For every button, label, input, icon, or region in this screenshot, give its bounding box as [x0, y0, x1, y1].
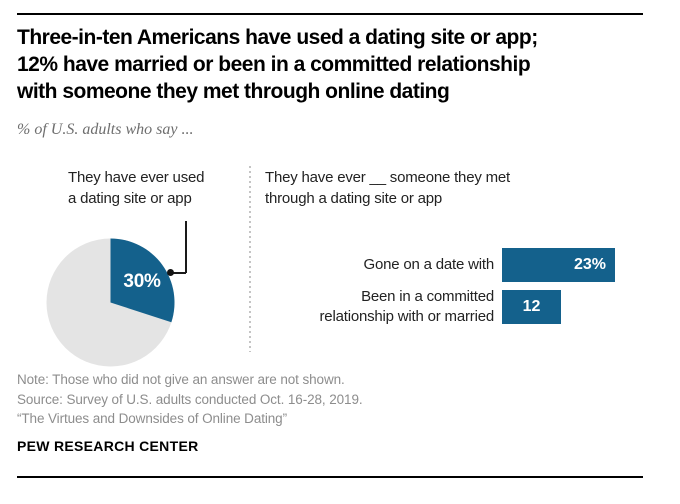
title-line-2: 12% have married or been in a committed …	[17, 53, 531, 76]
title-line-3: with someone they met through online dat…	[17, 80, 450, 103]
title-line-1: Three-in-ten Americans have used a datin…	[17, 26, 538, 49]
pie-header-line-2: a dating site or app	[68, 190, 192, 207]
pie-chart	[46, 238, 175, 367]
chart-subtitle: % of U.S. adults who say ...	[17, 121, 194, 138]
report-title-line: “The Virtues and Downsides of Online Dat…	[17, 411, 287, 426]
source-line: Source: Survey of U.S. adults conducted …	[17, 391, 363, 407]
bar-header-line-2: through a dating site or app	[265, 190, 443, 207]
bar-value-label: 12	[522, 298, 541, 315]
top-rule	[17, 13, 643, 15]
pew-research-center-wordmark: PEW RESEARCH CENTER	[17, 438, 199, 454]
chart-title: Three-in-ten Americans have used a datin…	[17, 24, 662, 105]
bar-value-label: 23%	[573, 256, 606, 273]
bar-category-label: Gone on a date with	[250, 248, 495, 282]
pie-slice	[110, 238, 175, 323]
bar-category-line: Gone on a date with	[363, 256, 495, 273]
bar-category-line: relationship with or married	[319, 308, 495, 325]
bar-committed-married: 12	[502, 290, 561, 324]
pie-panel-header: They have ever used a dating site or app	[68, 167, 278, 209]
bar-category-line: Been in a committed	[361, 288, 494, 305]
pie-header-line-1: They have ever used	[68, 169, 205, 186]
bar-category-label: Been in a committed relationship with or…	[250, 288, 495, 325]
footnotes: Note: Those who did not give an answer a…	[17, 370, 363, 429]
callout-dot-icon	[167, 269, 174, 276]
pie-value-label: 30%	[123, 271, 161, 292]
callout-vertical-line	[185, 221, 187, 273]
dotted-divider	[249, 166, 251, 352]
callout-horizontal-line	[172, 272, 186, 274]
bar-gone-on-date: 23%	[502, 248, 615, 282]
bar-header-line-1: They have ever __ someone they met	[265, 169, 511, 186]
note-line: Note: Those who did not give an answer a…	[17, 372, 345, 387]
bar-panel-header: They have ever __ someone they met throu…	[265, 167, 575, 209]
bottom-rule	[17, 476, 643, 478]
